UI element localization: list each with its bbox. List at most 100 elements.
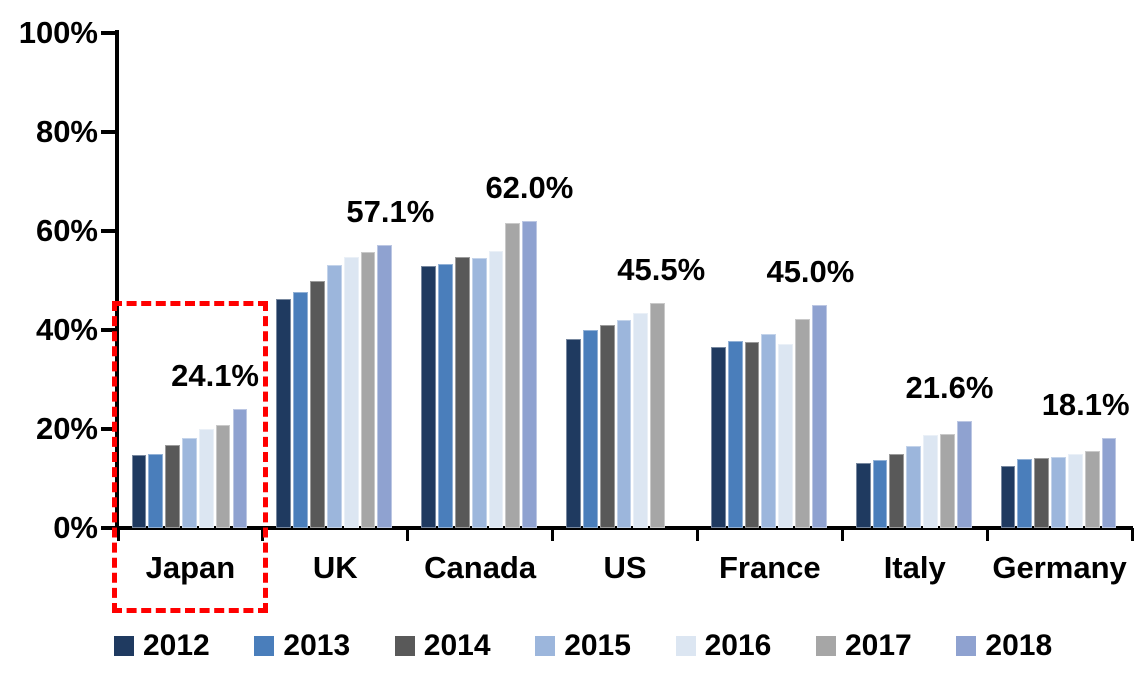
legend-swatch-2016 bbox=[675, 636, 696, 656]
legend-label-2014: 2014 bbox=[423, 629, 491, 662]
y-axis-tick bbox=[101, 130, 116, 134]
data-label-canada: 62.0% bbox=[485, 170, 574, 206]
bar-japan-2018 bbox=[232, 408, 248, 528]
bar-germany-2016 bbox=[1067, 454, 1083, 528]
bar-us-2013 bbox=[582, 330, 598, 528]
y-axis-label: 60% bbox=[35, 213, 98, 248]
bar-japan-2016 bbox=[198, 429, 214, 528]
x-axis-line bbox=[115, 526, 1133, 530]
bar-canada-2014 bbox=[454, 256, 470, 528]
x-axis-tick bbox=[985, 528, 989, 541]
data-label-japan: 24.1% bbox=[171, 357, 259, 393]
y-axis-tick bbox=[101, 229, 116, 233]
bar-uk-2014 bbox=[310, 280, 325, 528]
bar-france-2017 bbox=[795, 318, 810, 528]
y-axis-tick bbox=[101, 31, 116, 35]
bar-germany-2013 bbox=[1017, 459, 1033, 528]
category-label-france: France bbox=[719, 550, 821, 585]
legend-label-2015: 2015 bbox=[564, 629, 631, 662]
x-axis-tick bbox=[840, 528, 844, 541]
data-label-us: 45.5% bbox=[617, 251, 706, 287]
legend-label-2016: 2016 bbox=[704, 629, 772, 662]
bar-germany-2017 bbox=[1084, 450, 1100, 528]
legend-label-2012: 2012 bbox=[143, 629, 210, 662]
bar-uk-2012 bbox=[276, 299, 292, 528]
bar-japan-2012 bbox=[131, 454, 147, 528]
bar-canada-2018 bbox=[522, 221, 538, 528]
legend-swatch-2018 bbox=[956, 636, 977, 656]
bar-france-2012 bbox=[710, 347, 726, 528]
bar-canada-2012 bbox=[421, 265, 436, 528]
bar-uk-2013 bbox=[293, 292, 308, 528]
legend-item-2017: 2017 bbox=[816, 630, 912, 662]
bar-japan-2017 bbox=[215, 424, 231, 528]
category-label-canada: Canada bbox=[424, 550, 537, 585]
legend-item-2014: 2014 bbox=[394, 629, 491, 662]
bar-japan-2015 bbox=[182, 437, 197, 528]
bar-us-2017 bbox=[650, 302, 666, 528]
y-axis-label: 80% bbox=[35, 114, 98, 149]
bar-italy-2016 bbox=[923, 435, 938, 528]
bar-us-2014 bbox=[599, 325, 615, 528]
y-axis-label: 20% bbox=[35, 411, 98, 446]
x-axis-tick bbox=[261, 528, 265, 541]
bar-uk-2018 bbox=[377, 245, 393, 528]
bar-us-2012 bbox=[566, 338, 581, 528]
legend-swatch-2017 bbox=[816, 636, 836, 656]
x-axis-tick bbox=[695, 528, 699, 541]
legend-item-2013: 2013 bbox=[254, 630, 350, 662]
legend-swatch-2014 bbox=[394, 636, 415, 656]
legend-item-2016: 2016 bbox=[675, 629, 772, 662]
y-axis-tick bbox=[101, 328, 116, 332]
y-axis-tick bbox=[101, 526, 116, 530]
bar-japan-2013 bbox=[148, 453, 164, 528]
bar-germany-2014 bbox=[1034, 458, 1050, 528]
x-axis-tick bbox=[406, 528, 410, 541]
bar-france-2013 bbox=[727, 341, 743, 528]
bar-japan-2014 bbox=[165, 445, 180, 528]
y-axis-label: 100% bbox=[18, 15, 98, 50]
category-label-germany: Germany bbox=[992, 550, 1127, 585]
bar-germany-2012 bbox=[1000, 466, 1016, 528]
category-label-japan: Japan bbox=[145, 550, 236, 585]
y-axis-line bbox=[115, 30, 119, 531]
data-label-uk: 57.1% bbox=[346, 194, 435, 230]
x-axis-tick bbox=[551, 528, 555, 541]
data-label-germany: 18.1% bbox=[1041, 387, 1130, 423]
legend-item-2018: 2018 bbox=[956, 630, 1052, 662]
category-label-us: US bbox=[603, 550, 647, 585]
bar-france-2014 bbox=[744, 341, 760, 528]
bar-canada-2017 bbox=[505, 223, 521, 528]
legend-label-2013: 2013 bbox=[283, 629, 351, 662]
bar-italy-2014 bbox=[889, 453, 905, 528]
data-label-italy: 21.6% bbox=[905, 370, 994, 406]
bar-us-2016 bbox=[633, 313, 649, 528]
legend-label-2018: 2018 bbox=[985, 629, 1053, 662]
bar-france-2018 bbox=[811, 305, 827, 528]
bar-italy-2015 bbox=[906, 445, 922, 528]
data-label-france: 45.0% bbox=[766, 254, 855, 290]
bar-uk-2015 bbox=[326, 264, 342, 528]
bar-canada-2016 bbox=[488, 250, 504, 528]
bar-germany-2015 bbox=[1051, 456, 1066, 528]
legend-swatch-2015 bbox=[535, 636, 556, 656]
legend-swatch-2012 bbox=[114, 636, 134, 656]
bar-uk-2017 bbox=[360, 252, 376, 528]
y-axis-label: 40% bbox=[35, 312, 98, 347]
category-label-italy: Italy bbox=[883, 550, 946, 585]
category-label-uk: UK bbox=[312, 550, 358, 585]
bar-france-2015 bbox=[761, 333, 777, 528]
y-axis-tick bbox=[101, 427, 116, 431]
y-axis-label: 0% bbox=[53, 510, 98, 545]
bar-canada-2013 bbox=[438, 264, 453, 528]
bar-italy-2017 bbox=[939, 434, 955, 528]
bar-italy-2018 bbox=[956, 421, 972, 528]
bar-france-2016 bbox=[778, 343, 794, 528]
bar-italy-2013 bbox=[872, 459, 888, 528]
bar-us-2015 bbox=[616, 320, 632, 528]
x-axis-tick bbox=[1130, 528, 1134, 541]
bar-italy-2012 bbox=[855, 462, 871, 528]
bar-canada-2015 bbox=[471, 258, 487, 528]
legend-item-2015: 2015 bbox=[535, 630, 631, 662]
